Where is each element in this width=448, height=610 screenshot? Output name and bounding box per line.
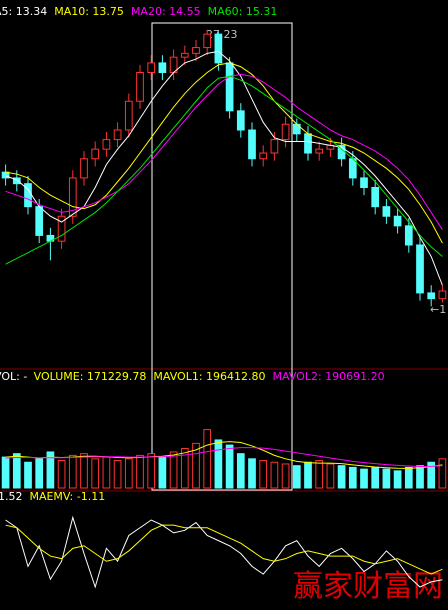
volume-bar bbox=[91, 458, 100, 489]
volume-bar bbox=[337, 465, 346, 489]
volume-bar bbox=[136, 454, 144, 489]
volume-bar bbox=[360, 468, 368, 489]
volume-bar bbox=[24, 461, 32, 489]
volume-bar bbox=[382, 468, 391, 489]
candle-body bbox=[270, 139, 279, 154]
volume-bar bbox=[113, 460, 122, 489]
volume-bar bbox=[68, 454, 77, 489]
volume-bar bbox=[214, 439, 223, 489]
volume-bar bbox=[203, 429, 212, 489]
volume-bar bbox=[438, 458, 447, 489]
legend-entry: MAEMV: -1.11 bbox=[29, 490, 105, 503]
candle-body bbox=[371, 187, 380, 208]
volume-bar bbox=[57, 460, 66, 489]
ma-line bbox=[5, 62, 443, 244]
candle-body bbox=[214, 33, 223, 64]
candle-body bbox=[12, 177, 21, 185]
candle-body bbox=[158, 62, 167, 74]
legend: A5: 13.34 MA10: 13.75 MA20: 14.55 MA60: 15.… bbox=[0, 5, 277, 18]
candle-body bbox=[404, 225, 413, 246]
volume-label: VOLUME: 171229.78 bbox=[34, 370, 147, 383]
ma-line bbox=[5, 447, 443, 468]
candle-body bbox=[203, 33, 212, 49]
ma-line bbox=[5, 75, 443, 265]
legend-entry: MAVOL2: 190691.20 bbox=[273, 370, 385, 383]
legend: -1.52 MAEMV: -1.11 bbox=[0, 490, 105, 503]
volume-bar bbox=[292, 465, 301, 489]
volume-bar bbox=[248, 458, 256, 489]
candle-body bbox=[180, 52, 189, 58]
candle-body bbox=[80, 158, 88, 179]
selection-box bbox=[151, 22, 293, 491]
candle-body bbox=[382, 206, 391, 217]
low-annotation: ←1 bbox=[430, 303, 446, 316]
watermark: 赢家财富网 bbox=[293, 569, 443, 604]
volume-bar bbox=[12, 453, 21, 489]
candle-body bbox=[416, 244, 424, 294]
volume-bar bbox=[236, 453, 245, 489]
volume-bar bbox=[192, 442, 200, 489]
ma-line bbox=[5, 73, 443, 230]
legend-entry: MA20: 14.55 bbox=[131, 5, 201, 18]
candle-body bbox=[259, 152, 268, 160]
volume-bar bbox=[225, 444, 234, 489]
volume-bar bbox=[35, 458, 44, 489]
candle-body bbox=[147, 62, 156, 74]
volume-bar bbox=[259, 460, 268, 489]
volume-bar bbox=[304, 461, 312, 489]
candle-body bbox=[136, 72, 144, 102]
ma-line bbox=[5, 50, 443, 286]
volume-bar bbox=[326, 463, 335, 489]
candle-body bbox=[68, 177, 77, 217]
volume-bar bbox=[169, 451, 178, 489]
volume-bar bbox=[427, 461, 436, 489]
volume-bar bbox=[281, 463, 290, 489]
candle-body bbox=[393, 215, 402, 227]
volume-bar bbox=[124, 458, 133, 489]
volume-bar bbox=[393, 470, 402, 489]
volume-bar bbox=[1, 456, 10, 489]
candle-body bbox=[91, 148, 100, 160]
candle-body bbox=[192, 47, 200, 54]
volume-bar bbox=[147, 453, 156, 489]
candle-body bbox=[225, 62, 234, 112]
candle-body bbox=[35, 206, 44, 236]
volume-bar bbox=[180, 448, 189, 489]
legend-entry: MA60: 15.31 bbox=[208, 5, 278, 18]
volume-bar bbox=[158, 456, 167, 489]
ma-line bbox=[5, 515, 443, 589]
candle-body bbox=[427, 292, 436, 300]
candle-body bbox=[281, 123, 290, 141]
candle-body bbox=[248, 129, 256, 160]
volume-bar bbox=[80, 453, 88, 489]
candle-body bbox=[315, 148, 324, 154]
volume-bar bbox=[416, 465, 424, 489]
candle-body bbox=[304, 133, 312, 154]
candle-body bbox=[113, 129, 122, 141]
candle-body bbox=[236, 110, 245, 131]
legend-entry: -1.52 bbox=[0, 490, 22, 503]
candle-body bbox=[124, 100, 133, 131]
legend-entry: MA10: 13.75 bbox=[54, 5, 124, 18]
volume-bar bbox=[404, 466, 413, 489]
volume-bar bbox=[348, 466, 357, 489]
volume-bar bbox=[46, 451, 55, 489]
volume-bar bbox=[371, 466, 380, 489]
candle-body bbox=[102, 139, 111, 150]
candle-body bbox=[57, 215, 66, 242]
ma-line bbox=[5, 524, 443, 575]
panel-title: VOL: - bbox=[0, 370, 27, 383]
volume-bar bbox=[102, 456, 111, 489]
legend-entry: MAVOL1: 196412.80 bbox=[153, 370, 265, 383]
ma-line bbox=[5, 441, 443, 469]
volume-bar bbox=[315, 460, 324, 489]
volume-bar bbox=[270, 461, 279, 489]
candle-body bbox=[360, 177, 368, 189]
legend-entry: A5: 13.34 bbox=[0, 5, 47, 18]
candle-body bbox=[438, 290, 447, 300]
legend: VOL: - VOLUME: 171229.78 MAVOL1: 196412.80… bbox=[0, 370, 385, 383]
